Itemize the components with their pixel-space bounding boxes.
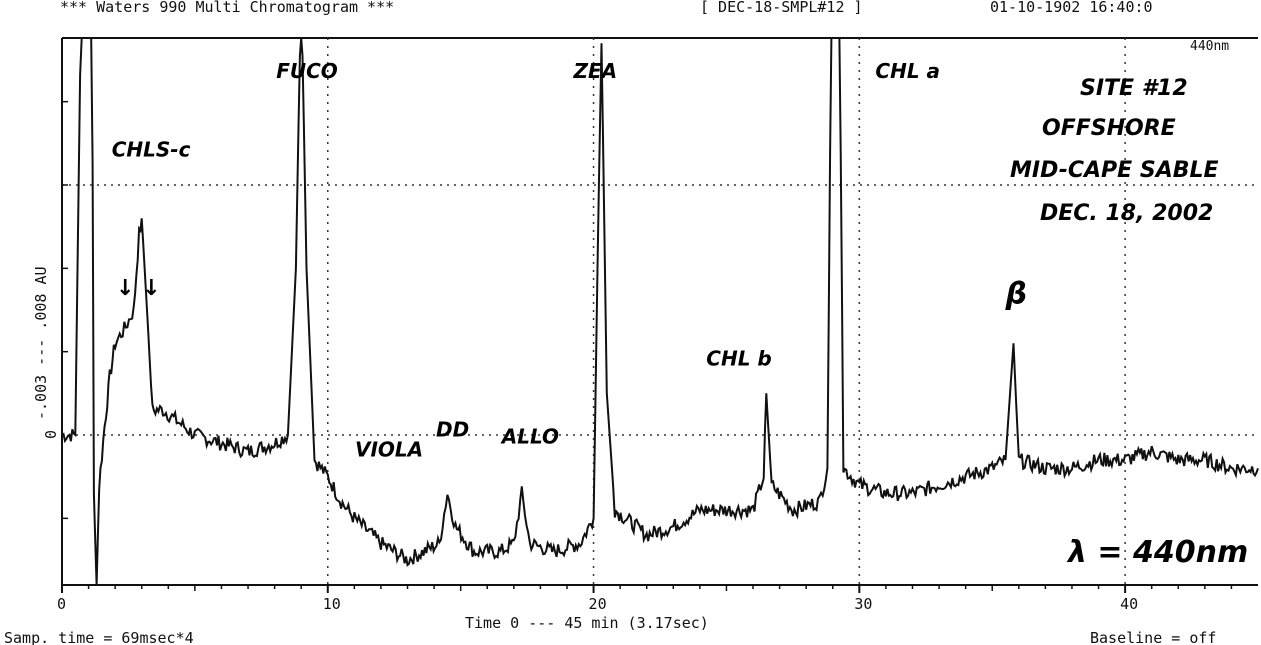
samp-time-label: Samp. time = 69msec*4 <box>4 629 194 645</box>
x-tick-label-30: 30 <box>854 595 872 613</box>
peak-label-layer: CHLS-c FUCO VIOLA DD ALLO ZEA CHL b CHL a β <box>112 59 1027 462</box>
peak-label: CHL a <box>875 59 940 83</box>
site-annotation-line-1: SITE #12 <box>1080 76 1188 101</box>
peak-label: DD <box>436 418 469 442</box>
peak-label: VIOLA <box>355 438 423 462</box>
site-annotation-line-4: DEC. 18, 2002 <box>1040 201 1213 226</box>
y-axis-label: -.003 --- .008 AU <box>32 266 50 420</box>
corner-wavelength: 440nm <box>1190 39 1229 54</box>
site-annotation-line-3: MID-CAPE SABLE <box>1010 158 1219 183</box>
tick-layer: 0 10 20 30 40 0 <box>42 100 1233 613</box>
peak-label: β <box>1004 276 1026 311</box>
grid-layer <box>62 38 1258 585</box>
peak-label: FUCO <box>276 59 338 83</box>
peak-label: CHL b <box>706 346 771 370</box>
x-tick-label-40: 40 <box>1120 595 1138 613</box>
baseline-label: Baseline = off <box>1090 629 1216 645</box>
wavelength-annotation: λ = 440nm <box>1066 535 1248 570</box>
chls-arrows: ↓ ↓ <box>116 276 161 301</box>
peak-label: CHLS-c <box>112 138 191 162</box>
header-title: *** Waters 990 Multi Chromatogram *** <box>60 0 394 16</box>
site-annotation-line-2: OFFSHORE <box>1042 116 1176 141</box>
chromatogram-trace <box>61 37 1259 586</box>
x-tick-label-0: 0 <box>57 595 66 613</box>
header-sample: [ DEC-18-SMPL#12 ] <box>700 0 863 16</box>
x-tick-label-10: 10 <box>323 595 341 613</box>
peak-label: ZEA <box>573 59 618 83</box>
y-tick-label-0: 0 <box>42 430 60 439</box>
x-tick-label-20: 20 <box>589 595 607 613</box>
header-datetime: 01-10-1902 16:40:0 <box>990 0 1153 16</box>
x-axis-label: Time 0 --- 45 min (3.17sec) <box>465 614 709 632</box>
trace-layer <box>61 37 1259 586</box>
peak-label: ALLO <box>500 424 559 448</box>
